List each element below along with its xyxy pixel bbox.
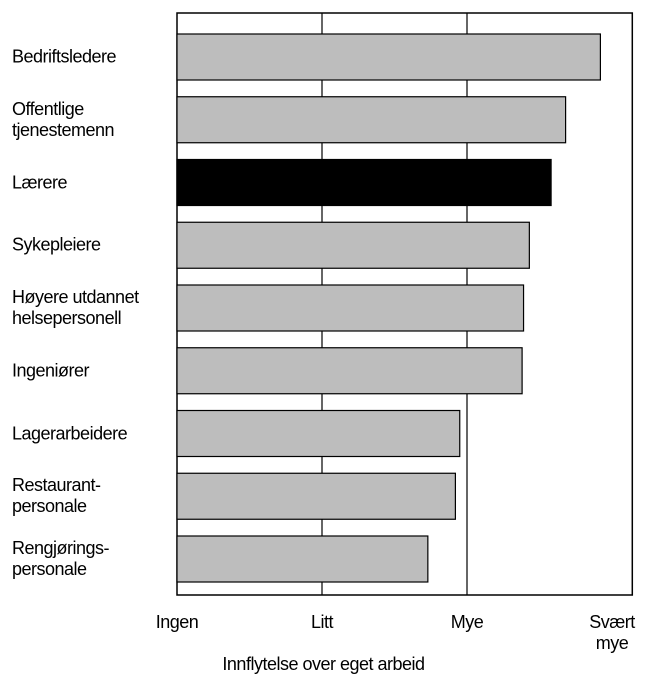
bar	[176, 96, 567, 144]
y-tick-label: Rengjørings-personale	[12, 538, 110, 579]
bar	[176, 535, 429, 583]
y-tick-label: Lærere	[12, 172, 68, 192]
y-tick-label: Sykepleiere	[12, 234, 101, 255]
y-tick-label: Lagerarbeidere	[12, 423, 128, 443]
y-tick-label: Bedriftsledere	[12, 46, 117, 67]
bar	[176, 158, 552, 207]
x-tick-label: Mye	[450, 612, 484, 632]
x-tick-label: Litt	[310, 612, 334, 632]
bar	[176, 409, 461, 458]
bar	[176, 33, 601, 81]
x-tick-label: Svært mye	[589, 612, 635, 653]
y-tick-label: Offentlige tjenestemenn	[12, 98, 115, 140]
x-tick-label: Ingen	[155, 612, 199, 632]
x-axis-title: Innflytelse over eget arbeid	[222, 654, 425, 674]
y-tick-label: Ingeniører	[12, 360, 90, 381]
bar	[176, 472, 456, 520]
bar	[176, 221, 530, 269]
y-tick-label: Høyere utdannet helsepersonell	[12, 287, 139, 328]
bar	[176, 347, 523, 395]
y-tick-label: Restaurant-personale	[12, 475, 101, 517]
bar	[176, 284, 525, 332]
